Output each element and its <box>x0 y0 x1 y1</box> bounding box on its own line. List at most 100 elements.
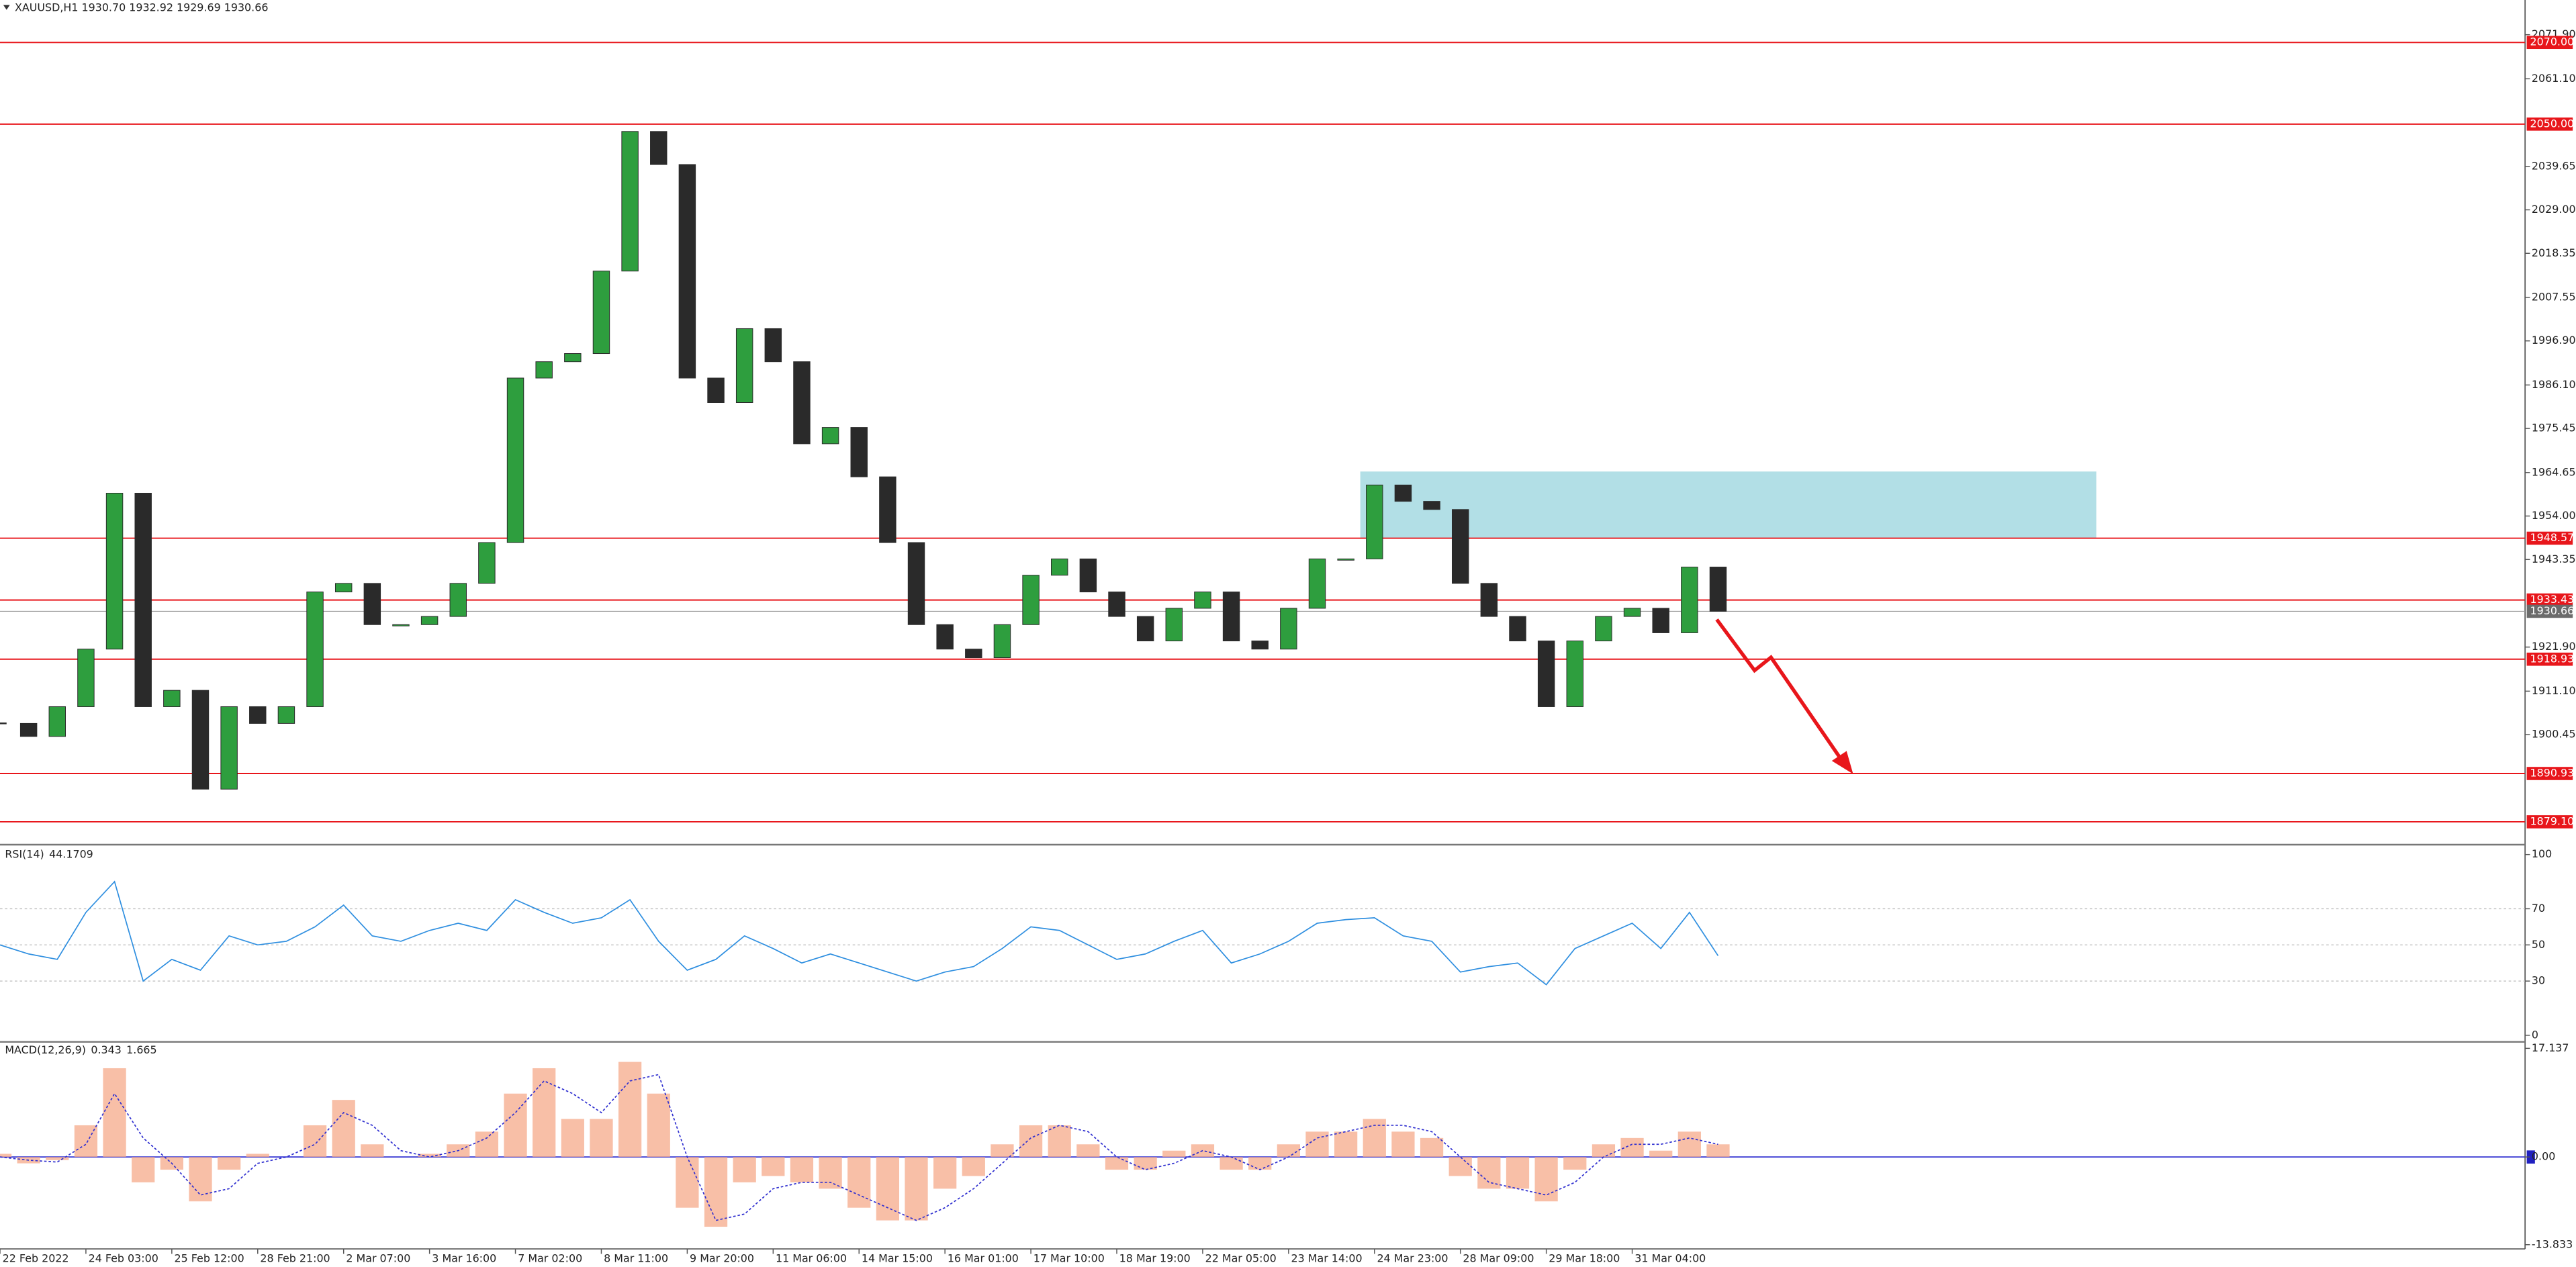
level-label-bg <box>2526 593 2573 607</box>
rsi-title: RSI(14) 44.1709 <box>5 847 93 860</box>
macd-bar <box>676 1157 699 1208</box>
x-tick-label: 22 Feb 2022 <box>3 1252 69 1264</box>
macd-bar <box>361 1144 384 1158</box>
macd-name: MACD(12,26,9) <box>5 1043 86 1055</box>
x-tick-label: 29 Mar 18:00 <box>1549 1252 1620 1264</box>
y-tick-label: 1996.90 <box>2532 334 2576 346</box>
candle-body <box>1537 641 1555 707</box>
level-label-bg <box>2526 36 2573 50</box>
x-tick-label: 9 Mar 20:00 <box>690 1252 754 1264</box>
candle-body <box>1222 592 1240 642</box>
rsi-current: 44.1709 <box>49 847 93 860</box>
y-tick-label: 1921.90 <box>2532 640 2576 653</box>
macd-bar <box>1448 1157 1472 1176</box>
y-tick-label: 2061.10 <box>2532 72 2576 85</box>
forecast-arrow <box>1715 618 1845 764</box>
candle-body <box>1194 592 1211 609</box>
x-tick-label: 28 Feb 21:00 <box>260 1252 330 1264</box>
macd-bar <box>590 1119 613 1158</box>
y-tick-label: 0.00 <box>2532 1150 2555 1163</box>
candle-body <box>1308 558 1326 609</box>
macd-bar <box>1019 1125 1043 1158</box>
candle-body <box>1623 608 1641 617</box>
y-tick-label: 1943.35 <box>2532 553 2576 565</box>
macd-signal: 1.665 <box>126 1043 156 1055</box>
macd-bar <box>1506 1157 1530 1189</box>
macd-bar <box>246 1154 269 1158</box>
candle-body <box>592 271 610 355</box>
x-tick-label: 18 Mar 19:00 <box>1119 1252 1191 1264</box>
macd-bar <box>847 1157 871 1208</box>
macd-bar <box>1477 1157 1501 1189</box>
candle-body <box>163 690 181 707</box>
candle-body <box>678 164 696 379</box>
y-tick-label: 50 <box>2532 938 2545 951</box>
candle-body <box>19 722 38 737</box>
candle-body <box>249 706 267 724</box>
level-label-bg <box>2526 652 2573 666</box>
y-tick-label: 0 <box>2532 1028 2538 1041</box>
y-tick-label: 17.137 <box>2532 1041 2569 1054</box>
macd-bar <box>218 1157 241 1170</box>
macd-bar <box>1534 1157 1558 1202</box>
macd-title: MACD(12,26,9) 0.343 1.665 <box>5 1043 156 1055</box>
level-label: 1948.57 <box>2530 531 2575 544</box>
candle-body <box>850 427 868 477</box>
candle-body <box>1051 558 1068 576</box>
candle-body <box>1595 616 1612 642</box>
macd-bar <box>1277 1144 1300 1158</box>
x-tick-label: 22 Mar 05:00 <box>1205 1252 1277 1264</box>
x-tick-label: 24 Feb 03:00 <box>89 1252 158 1264</box>
candle-body <box>1451 509 1469 584</box>
candle-body <box>907 542 925 625</box>
candle-body <box>1165 608 1183 642</box>
macd-bar <box>905 1157 928 1221</box>
macd-bar <box>1649 1150 1673 1158</box>
macd-bar <box>1420 1137 1444 1158</box>
candle-body <box>334 583 353 593</box>
x-tick-label: 7 Mar 02:00 <box>518 1252 582 1264</box>
candle-body <box>77 649 95 707</box>
x-tick-label: 14 Mar 15:00 <box>862 1252 933 1264</box>
level-label-bg <box>2526 118 2573 131</box>
candle-body <box>134 492 152 707</box>
current-price-label: 1930.66 <box>2530 604 2575 617</box>
macd-bar <box>876 1157 900 1221</box>
x-tick-label: 11 Mar 06:00 <box>776 1252 847 1264</box>
candle-body <box>363 583 381 625</box>
candle-body <box>478 542 496 584</box>
level-label: 2050.00 <box>2530 117 2575 130</box>
macd-bar <box>1677 1131 1701 1158</box>
candle-body <box>48 706 66 737</box>
macd-bar <box>790 1157 814 1182</box>
candle-body <box>449 583 467 617</box>
candle-body <box>1079 558 1097 593</box>
candle-body <box>1280 608 1297 650</box>
candle-body <box>1480 583 1498 617</box>
macd-bar <box>303 1125 327 1158</box>
candle-body <box>936 624 954 650</box>
macd-bar <box>533 1068 556 1158</box>
candle-body <box>1566 641 1583 707</box>
candle-body <box>564 353 582 363</box>
y-tick-label: 1964.65 <box>2532 465 2576 478</box>
macd-bar <box>103 1068 126 1158</box>
macd-bar <box>561 1119 584 1158</box>
macd-bar <box>704 1157 728 1227</box>
menu-icon <box>3 5 10 10</box>
candle-body <box>764 328 782 363</box>
candle-body <box>506 377 524 543</box>
level-label-bg <box>2526 815 2573 829</box>
candle-body <box>650 131 668 165</box>
chart-title: XAUUSD,H1 1930.70 1932.92 1929.69 1930.6… <box>15 1 268 14</box>
macd-bar <box>332 1100 355 1158</box>
y-tick-label: 2018.35 <box>2532 246 2576 259</box>
macd-bar <box>733 1157 756 1182</box>
macd-bar <box>132 1157 155 1182</box>
x-tick-label: 25 Feb 12:00 <box>175 1252 244 1264</box>
level-label: 1933.43 <box>2530 593 2575 606</box>
macd-bar <box>1563 1157 1587 1170</box>
y-tick-label: 70 <box>2532 902 2545 914</box>
y-tick-label: 100 <box>2532 847 2552 860</box>
